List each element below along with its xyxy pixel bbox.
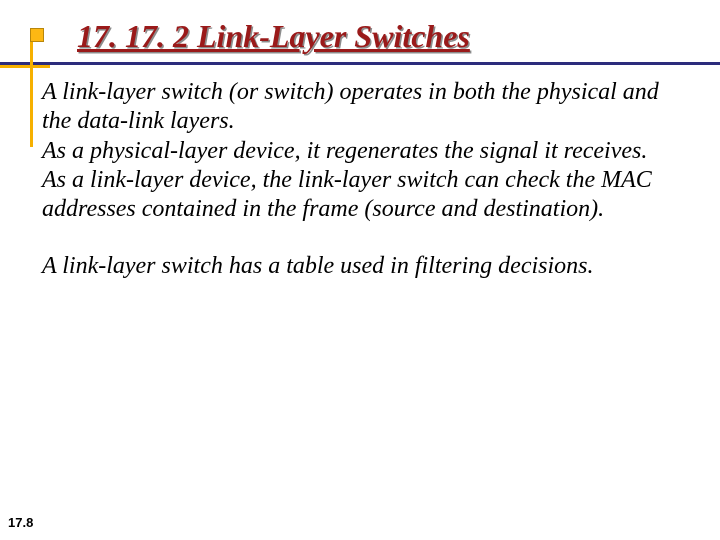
title-area: 17. 17. 2 Link-Layer Switches	[0, 10, 720, 70]
slide: 17. 17. 2 Link-Layer Switches A link-lay…	[0, 0, 720, 540]
paragraph-2: A link-layer switch has a table used in …	[42, 252, 692, 281]
rule-navy-horizontal	[0, 62, 720, 65]
rule-gold-horizontal	[0, 65, 50, 68]
slide-title: 17. 17. 2 Link-Layer Switches	[77, 18, 470, 55]
page-number: 17.8	[8, 515, 33, 530]
rule-gold-vertical	[30, 32, 33, 147]
title-bullet-icon	[30, 28, 44, 42]
paragraph-1: A link-layer switch (or switch) operates…	[42, 78, 692, 224]
body-text: A link-layer switch (or switch) operates…	[42, 78, 692, 282]
